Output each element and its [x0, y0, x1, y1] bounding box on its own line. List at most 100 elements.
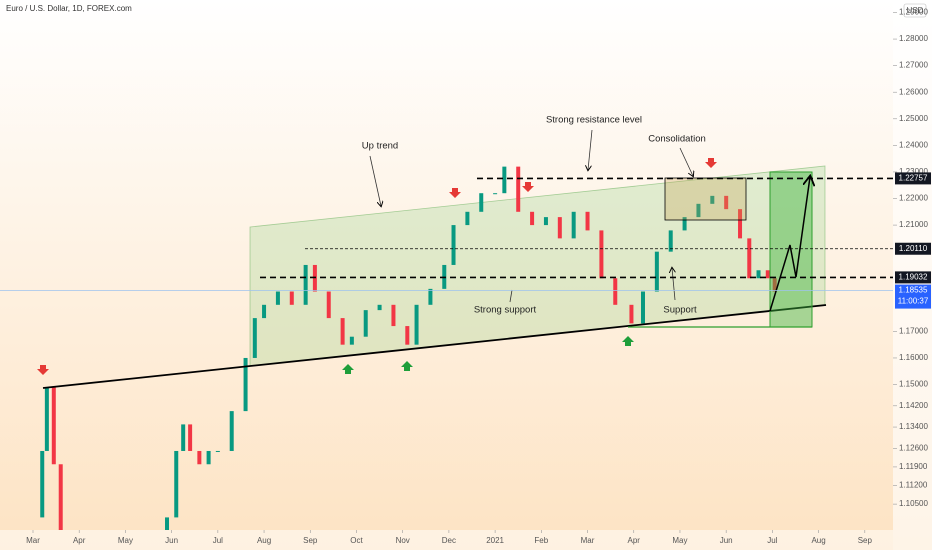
- candle: [710, 195, 715, 204]
- candle: [654, 251, 659, 292]
- candle: [40, 450, 45, 518]
- x-tick-label: Aug: [811, 536, 825, 545]
- y-tick-label: 1.16000: [899, 353, 928, 362]
- x-tick-label: 2021: [486, 536, 504, 545]
- candle: [599, 230, 604, 279]
- candle: [428, 288, 433, 305]
- candle: [289, 291, 294, 305]
- x-tick-label: Apr: [628, 536, 641, 545]
- candle: [215, 450, 220, 452]
- candle: [465, 211, 470, 226]
- candle: [682, 217, 687, 231]
- y-tick-label: 1.17000: [899, 326, 928, 335]
- y-tick-label: 1.24000: [899, 140, 928, 149]
- level-box: [895, 242, 931, 255]
- level-box: [895, 172, 931, 185]
- candle: [262, 304, 267, 319]
- candle: [326, 291, 331, 319]
- x-tick-label: Aug: [257, 536, 271, 545]
- x-tick-label: Nov: [396, 536, 410, 545]
- candle: [479, 193, 484, 212]
- x-tick-label: May: [672, 536, 687, 545]
- candle: [174, 450, 179, 518]
- candle: [165, 517, 170, 530]
- candle: [414, 304, 419, 345]
- y-tick-label: 1.15000: [899, 380, 928, 389]
- x-tick-label: Sep: [303, 536, 318, 545]
- currency-box: [903, 3, 927, 18]
- candle: [772, 278, 777, 292]
- candle: [493, 193, 498, 195]
- candle: [252, 318, 257, 358]
- candle: [405, 326, 410, 345]
- x-tick-label: Sep: [858, 536, 873, 545]
- y-tick-label: 1.27000: [899, 61, 928, 70]
- y-tick-label: 1.12600: [899, 443, 928, 452]
- currency: USD: [907, 6, 924, 15]
- time-axis-bg: [0, 530, 893, 550]
- annotation: Strong support: [474, 305, 537, 316]
- y-tick-label: 1.11200: [899, 481, 928, 490]
- candle: [451, 225, 456, 265]
- x-tick-label: Jun: [720, 536, 733, 545]
- y-tick-label: 1.13400: [899, 422, 928, 431]
- candle: [765, 270, 770, 279]
- candles: [40, 166, 777, 530]
- level-box: [895, 271, 931, 284]
- last-price-box: [895, 284, 931, 309]
- candle: [613, 278, 618, 305]
- y-tick-label: 1.21000: [899, 220, 928, 229]
- candle: [206, 450, 211, 465]
- candle: [377, 304, 382, 311]
- y-tick-label: 1.14200: [899, 401, 928, 410]
- candle: [312, 264, 317, 292]
- x-tick-label: Dec: [442, 536, 456, 545]
- candle: [51, 387, 56, 465]
- candle: [229, 411, 234, 451]
- candle: [516, 166, 521, 212]
- level-label: 1.19032: [899, 272, 928, 281]
- countdown: 11:00:37: [898, 297, 929, 306]
- candle: [303, 264, 308, 305]
- level-label: 1.22757: [899, 174, 928, 183]
- trend-line: [42, 304, 827, 389]
- y-tick-label: 1.25000: [899, 114, 928, 123]
- candle: [668, 230, 673, 252]
- chart-title: Euro / U.S. Dollar, 1D, FOREX.com: [6, 4, 132, 13]
- x-tick-label: May: [118, 536, 133, 545]
- annotation: Consolidation: [648, 134, 706, 145]
- level-label: 1.20110: [899, 244, 928, 253]
- candle: [756, 270, 761, 279]
- candle: [530, 211, 535, 226]
- y-tick-label: 1.10500: [899, 499, 928, 508]
- last-price-label: 1.18535: [899, 286, 928, 295]
- y-tick-label: 1.29000: [899, 8, 928, 17]
- candle: [363, 310, 368, 337]
- candle: [391, 304, 396, 327]
- x-tick-label: Feb: [534, 536, 548, 545]
- candle: [557, 217, 562, 239]
- x-tick-label: Jul: [213, 536, 223, 545]
- x-tick-label: Apr: [73, 536, 86, 545]
- y-tick-label: 1.11900: [899, 462, 928, 471]
- candle: [58, 464, 63, 530]
- candle: [349, 336, 354, 345]
- candle: [640, 291, 645, 324]
- x-tick-label: Oct: [350, 536, 363, 545]
- x-tick-label: Jul: [767, 536, 777, 545]
- candle: [724, 195, 729, 210]
- candle: [243, 357, 248, 412]
- x-tick-label: Mar: [26, 536, 40, 545]
- y-tick-label: 1.23000: [899, 167, 928, 176]
- candle: [571, 211, 576, 239]
- annotation: Up trend: [362, 141, 398, 152]
- candle: [340, 318, 345, 345]
- candle: [197, 450, 202, 465]
- red-arrows: [37, 158, 717, 375]
- y-tick-label: 1.22000: [899, 194, 928, 203]
- candle: [44, 387, 49, 451]
- candle: [502, 166, 507, 194]
- annotation: Strong resistance level: [546, 115, 642, 126]
- y-tick-label: 1.26000: [899, 87, 928, 96]
